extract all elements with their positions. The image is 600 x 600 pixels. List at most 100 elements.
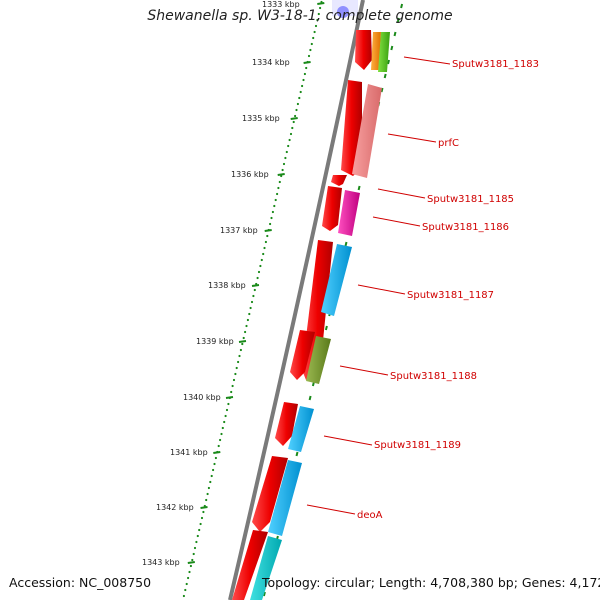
gene-label: Sputw3181_1183 bbox=[452, 59, 539, 70]
tick-dot bbox=[319, 6, 322, 10]
major-tick bbox=[225, 396, 234, 399]
tick-dot bbox=[277, 186, 280, 190]
major-tick bbox=[303, 61, 311, 64]
tick-dot bbox=[219, 438, 222, 442]
colored-genes bbox=[250, 32, 390, 600]
tick-dot bbox=[242, 336, 245, 340]
connector-line bbox=[323, 435, 373, 446]
tick-dot bbox=[314, 24, 318, 28]
tick-dot bbox=[299, 90, 302, 94]
tick-dot bbox=[263, 246, 266, 250]
tick-dot bbox=[309, 48, 312, 52]
tick-dot bbox=[271, 210, 274, 214]
gene-arrow bbox=[355, 30, 372, 70]
kbp-label: 1333 kbp bbox=[262, 0, 300, 9]
kbp-labels: 1333 kbp 1334 kbp 1335 kbp 1336 kbp 1337… bbox=[142, 0, 300, 567]
tick-dot bbox=[217, 444, 220, 448]
tick-dot bbox=[312, 36, 315, 40]
tick-dot bbox=[235, 366, 238, 370]
tick-dot bbox=[301, 84, 304, 88]
gene-sputw3181-1188 bbox=[306, 336, 331, 384]
tick-dot bbox=[262, 252, 265, 256]
gene-label: deoA bbox=[357, 510, 383, 521]
gene-label: Sputw3181_1188 bbox=[390, 371, 477, 382]
tick-dot bbox=[185, 582, 188, 586]
tick-track bbox=[182, 0, 325, 598]
top-feature-dot bbox=[337, 6, 349, 18]
tick-dot bbox=[274, 198, 277, 202]
gene-sputw3181-1186 bbox=[338, 190, 360, 236]
track-dash bbox=[390, 45, 394, 51]
kbp-label: 1341 kbp bbox=[170, 448, 208, 457]
tick-dot bbox=[281, 168, 284, 172]
connector-line bbox=[357, 284, 406, 295]
tick-dot bbox=[287, 144, 290, 148]
tick-dot bbox=[259, 264, 262, 268]
tick-dot bbox=[252, 294, 255, 298]
tick-dot bbox=[270, 216, 273, 220]
tick-dot bbox=[182, 594, 185, 598]
tick-dot bbox=[303, 72, 306, 76]
tick-dot bbox=[284, 156, 287, 160]
tick-dot bbox=[196, 534, 199, 538]
track-dash bbox=[396, 17, 400, 23]
tick-dot bbox=[234, 372, 237, 376]
tick-dot bbox=[184, 588, 187, 592]
major-tick bbox=[200, 506, 208, 509]
tick-dot bbox=[223, 420, 226, 424]
kbp-label: 1335 kbp bbox=[242, 114, 280, 123]
track-dash bbox=[383, 73, 387, 79]
tick-dot bbox=[200, 516, 204, 520]
tick-dot bbox=[316, 18, 319, 22]
tick-dot bbox=[257, 270, 261, 274]
gene-arrow bbox=[331, 175, 347, 186]
tick-dot bbox=[253, 288, 256, 292]
tick-dot bbox=[238, 354, 241, 358]
tick-dot bbox=[202, 510, 205, 514]
tick-dot bbox=[266, 234, 269, 238]
tick-dot bbox=[191, 558, 194, 562]
tick-dot bbox=[289, 132, 293, 136]
tick-dot bbox=[221, 426, 224, 430]
connector-line bbox=[377, 188, 426, 199]
tick-dot bbox=[249, 306, 252, 310]
kbp-label: 1337 kbp bbox=[220, 226, 258, 235]
tick-dot bbox=[225, 408, 229, 412]
tick-dot bbox=[192, 552, 195, 556]
major-tick bbox=[264, 229, 272, 232]
gene-label: Sputw3181_1186 bbox=[422, 222, 509, 233]
gene-next bbox=[250, 536, 282, 600]
gene-arrow bbox=[322, 186, 342, 231]
track-dash bbox=[357, 185, 361, 191]
tick-dot bbox=[245, 324, 248, 328]
major-tick bbox=[238, 340, 247, 343]
tick-dot bbox=[244, 330, 247, 334]
gene-deoa bbox=[268, 460, 302, 536]
tick-dot bbox=[302, 78, 305, 82]
tick-dot bbox=[220, 432, 223, 436]
gene-label: Sputw3181_1189 bbox=[374, 440, 461, 451]
gene-labels: Sputw3181_1183 prfC Sputw3181_1185 Sputw… bbox=[357, 59, 539, 521]
genome-title: Shewanella sp. W3-18-1, complete genome bbox=[147, 8, 453, 24]
tick-dot bbox=[232, 378, 236, 382]
tick-dot bbox=[298, 96, 301, 100]
tick-dot bbox=[198, 528, 201, 532]
tick-dot bbox=[193, 546, 197, 550]
label-connectors bbox=[306, 56, 451, 515]
gene-label: prfC bbox=[438, 138, 459, 149]
topology-text: Topology: circular; Length: 4,708,380 bp… bbox=[262, 575, 600, 590]
tick-dot bbox=[195, 540, 198, 544]
kbp-label: 1342 kbp bbox=[156, 503, 194, 512]
tick-dot bbox=[307, 54, 311, 58]
tick-dot bbox=[317, 12, 320, 16]
tick-dot bbox=[241, 342, 244, 346]
tick-dot bbox=[199, 522, 202, 526]
tick-dot bbox=[239, 348, 242, 352]
connector-line bbox=[306, 504, 356, 515]
track-dash bbox=[324, 325, 328, 331]
track-dash bbox=[308, 395, 312, 401]
gene-arrow bbox=[252, 456, 288, 532]
tick-dot bbox=[305, 66, 308, 70]
tick-dot bbox=[264, 240, 267, 244]
tick-dot bbox=[231, 384, 234, 388]
